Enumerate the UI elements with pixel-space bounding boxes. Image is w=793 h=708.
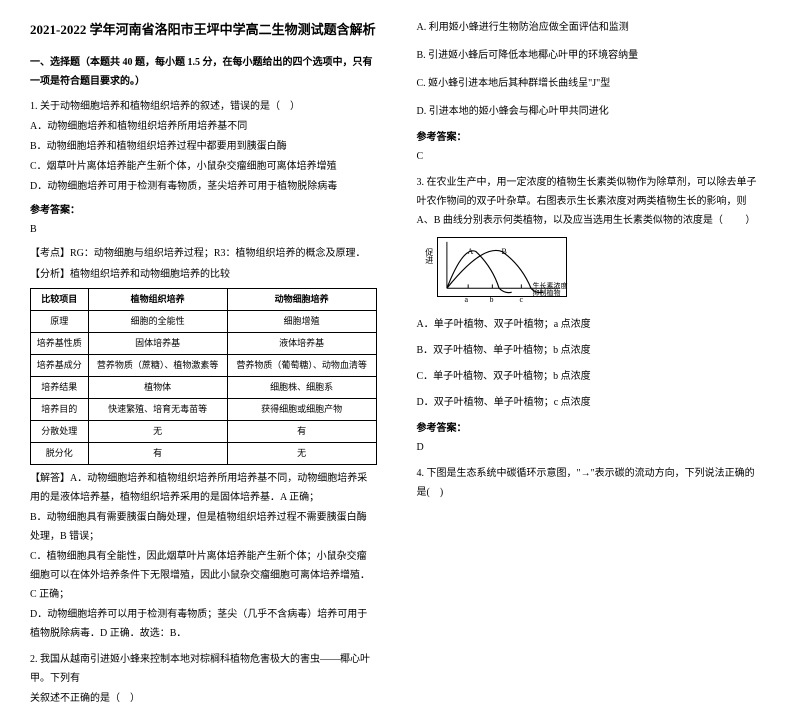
chart-ylabel: 促进 xyxy=(422,248,437,264)
table-cell: 固体培养基 xyxy=(88,332,227,354)
chart-xlabel-2: 抑制植物 xyxy=(533,290,568,298)
table-cell: 营养物质（葡萄糖）、动物血清等 xyxy=(227,354,376,376)
q3-answer-label: 参考答案： xyxy=(417,419,764,438)
table-cell: 无 xyxy=(88,421,227,443)
q1-jieda-a: 【解答】A．动物细胞培养和植物组织培养所用培养基不同，动物细胞培养采用的是液体培… xyxy=(30,469,377,507)
q1-option-c: C．烟草叶片离体培养能产生新个体，小鼠杂交瘤细胞可离体培养增殖 xyxy=(30,157,377,176)
table-cell: 营养物质（蔗糖）、植物激素等 xyxy=(88,354,227,376)
q3-answer: D xyxy=(417,438,764,457)
q1-fenxi: 【分析】植物组织培养和动物细胞培养的比较 xyxy=(30,265,377,284)
q2-stem-part1: 2. 我国从越南引进姬小蜂来控制本地对棕榈科植物危害极大的害虫——椰心叶甲。下列… xyxy=(30,650,377,688)
table-row: 脱分化 有 无 xyxy=(31,443,377,465)
table-cell: 细胞的全能性 xyxy=(88,310,227,332)
jieda-prefix: 【解答】 xyxy=(30,473,70,484)
chart-label-a: a xyxy=(465,292,469,307)
table-cell: 培养基成分 xyxy=(31,354,89,376)
doc-title: 2021-2022 学年河南省洛阳市王坪中学高二生物测试题含解析 xyxy=(30,18,377,43)
table-header-cell: 比较项目 xyxy=(31,288,89,310)
q2-answer-label: 参考答案： xyxy=(417,128,764,147)
table-row: 培养结果 植物体 细胞株、细胞系 xyxy=(31,377,377,399)
q3-option-a: A．单子叶植物、双子叶植物；a 点浓度 xyxy=(417,315,764,334)
q1-jieda-b: B．动物细胞具有需要胰蛋白酶处理，但是植物组织培养过程不需要胰蛋白酶处理，B 错… xyxy=(30,508,377,546)
right-column: A. 利用姬小蜂进行生物防治应做全面评估和监测 B. 引进姬小蜂后可降低本地椰心… xyxy=(417,18,764,543)
table-cell: 培养结果 xyxy=(31,377,89,399)
table-cell: 培养目的 xyxy=(31,399,89,421)
q2-option-c: C. 姬小蜂引进本地后其种群增长曲线呈"J"型 xyxy=(417,74,764,93)
chart-label-b: b xyxy=(490,292,494,307)
q1-option-a: A．动物细胞培养和植物组织培养所用培养基不同 xyxy=(30,117,377,136)
q2-stem-part2: 关叙述不正确的是（ ） xyxy=(30,689,377,708)
table-cell: 培养基性质 xyxy=(31,332,89,354)
q3-stem: 3. 在农业生产中，用一定浓度的植物生长素类似物作为除草剂，可以除去单子叶农作物… xyxy=(417,173,764,230)
table-row: 分散处理 无 有 xyxy=(31,421,377,443)
table-row: 培养目的 快速繁殖、培育无毒苗等 获得细胞或细胞产物 xyxy=(31,399,377,421)
chart-label-c: c xyxy=(520,292,524,307)
table-cell: 植物体 xyxy=(88,377,227,399)
table-cell: 无 xyxy=(227,443,376,465)
q3-option-d: D．双子叶植物、单子叶植物；c 点浓度 xyxy=(417,393,764,412)
table-cell: 有 xyxy=(227,421,376,443)
q3-option-c: C．单子叶植物、双子叶植物；b 点浓度 xyxy=(417,367,764,386)
q2-option-b: B. 引进姬小蜂后可降低本地椰心叶甲的环境容纳量 xyxy=(417,46,764,65)
table-cell: 获得细胞或细胞产物 xyxy=(227,399,376,421)
table-cell: 分散处理 xyxy=(31,421,89,443)
table-cell: 液体培养基 xyxy=(227,332,376,354)
q3-chart: 促进 A B a b c 生长素浓度 抑制植物 xyxy=(437,237,567,297)
q4-stem: 4. 下图是生态系统中碳循环示意图，"→"表示碳的流动方向，下列说法正确的是( … xyxy=(417,464,764,502)
q2-option-a: A. 利用姬小蜂进行生物防治应做全面评估和监测 xyxy=(417,18,764,37)
table-header-cell: 动物细胞培养 xyxy=(227,288,376,310)
q1-answer: B xyxy=(30,220,377,239)
q1-answer-label: 参考答案： xyxy=(30,201,377,220)
table-row: 原理 细胞的全能性 细胞增殖 xyxy=(31,310,377,332)
q1-kaodian: 【考点】RG：动物细胞与组织培养过程；R3：植物组织培养的概念及原理． xyxy=(30,244,377,263)
jieda-text: A．动物细胞培养和植物组织培养所用培养基不同，动物细胞培养采用的是液体培养基，植… xyxy=(30,473,367,503)
q1-option-d: D．动物细胞培养可用于检测有毒物质，茎尖培养可用于植物脱除病毒 xyxy=(30,177,377,196)
q2-answer: C xyxy=(417,147,764,166)
table-row: 培养基成分 营养物质（蔗糖）、植物激素等 营养物质（葡萄糖）、动物血清等 xyxy=(31,354,377,376)
chart-label-A: A xyxy=(468,244,474,259)
table-cell: 快速繁殖、培育无毒苗等 xyxy=(88,399,227,421)
q1-option-b: B．动物细胞培养和植物组织培养过程中都要用到胰蛋白酶 xyxy=(30,137,377,156)
section-header: 一、选择题（本题共 40 题，每小题 1.5 分，在每小题给出的四个选项中，只有… xyxy=(30,53,377,91)
q1-stem: 1. 关于动物细胞培养和植物组织培养的叙述，错误的是（ ） xyxy=(30,97,377,116)
left-column: 2021-2022 学年河南省洛阳市王坪中学高二生物测试题含解析 一、选择题（本… xyxy=(30,18,377,543)
table-header-cell: 植物组织培养 xyxy=(88,288,227,310)
chart-xlabel: 生长素浓度 抑制植物 xyxy=(533,283,568,298)
table-row: 培养基性质 固体培养基 液体培养基 xyxy=(31,332,377,354)
table-cell: 原理 xyxy=(31,310,89,332)
table-header-row: 比较项目 植物组织培养 动物细胞培养 xyxy=(31,288,377,310)
q1-jieda-d: D．动物细胞培养可以用于检测有毒物质；茎尖（几乎不含病毒）培养可用于植物脱除病毒… xyxy=(30,605,377,643)
q1-jieda-c: C．植物细胞具有全能性，因此烟草叶片离体培养能产生新个体；小鼠杂交瘤细胞可以在体… xyxy=(30,547,377,604)
table-cell: 脱分化 xyxy=(31,443,89,465)
chart-label-B: B xyxy=(502,244,507,259)
table-cell: 有 xyxy=(88,443,227,465)
q2-option-d: D. 引进本地的姬小蜂会与椰心叶甲共同进化 xyxy=(417,102,764,121)
table-cell: 细胞株、细胞系 xyxy=(227,377,376,399)
q3-option-b: B．双子叶植物、单子叶植物；b 点浓度 xyxy=(417,341,764,360)
q1-comparison-table: 比较项目 植物组织培养 动物细胞培养 原理 细胞的全能性 细胞增殖 培养基性质 … xyxy=(30,288,377,466)
table-cell: 细胞增殖 xyxy=(227,310,376,332)
